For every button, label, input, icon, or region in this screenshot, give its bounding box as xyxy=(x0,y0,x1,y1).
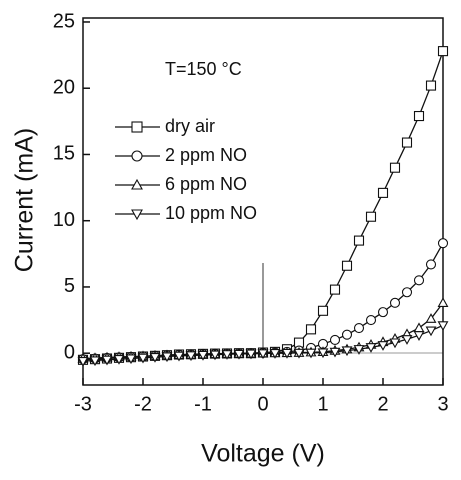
data-point xyxy=(413,322,425,333)
data-point xyxy=(437,238,449,249)
annotation: T=150 °C xyxy=(165,59,242,79)
data-point xyxy=(425,259,437,270)
x-tick-label: -1 xyxy=(194,393,212,415)
data-point xyxy=(425,326,437,337)
y-axis-title: Current (mA) xyxy=(11,128,39,272)
data-point xyxy=(353,235,365,246)
data-point xyxy=(437,297,449,308)
data-point xyxy=(209,350,221,361)
legend-marker xyxy=(131,178,143,190)
data-point xyxy=(137,353,149,364)
data-point xyxy=(197,350,209,361)
x-tick-label: -3 xyxy=(74,393,92,415)
legend-label: dry air xyxy=(165,116,215,136)
data-point xyxy=(437,321,449,332)
data-point xyxy=(317,348,329,359)
legend-label: 2 ppm NO xyxy=(165,145,247,165)
data-point xyxy=(113,355,125,365)
data-point xyxy=(125,354,137,365)
x-tick-label: -2 xyxy=(134,393,152,415)
y-tick-label: 0 xyxy=(64,341,75,363)
data-point xyxy=(401,335,413,345)
data-point xyxy=(245,349,257,360)
data-point xyxy=(221,350,233,360)
data-point xyxy=(329,284,341,295)
data-point xyxy=(365,211,377,222)
data-point xyxy=(365,315,377,326)
x-tick-label: 0 xyxy=(257,393,268,415)
data-point xyxy=(305,324,317,335)
legend-marker xyxy=(131,150,143,162)
data-point xyxy=(425,313,437,323)
y-tick-label: 10 xyxy=(53,209,75,231)
data-point xyxy=(161,352,173,363)
x-tick-label: 1 xyxy=(317,393,328,415)
data-point xyxy=(341,346,353,357)
x-tick-label: 3 xyxy=(437,393,448,415)
y-tick-label: 20 xyxy=(53,77,75,99)
data-point xyxy=(437,46,449,57)
data-point xyxy=(389,162,401,173)
data-point xyxy=(173,351,185,362)
y-tick-label: 25 xyxy=(53,10,75,32)
data-point xyxy=(389,297,401,308)
data-point xyxy=(425,80,437,91)
legend-label: 10 ppm NO xyxy=(165,203,257,223)
y-tick-label: 5 xyxy=(64,275,75,297)
data-point xyxy=(77,357,89,367)
data-point xyxy=(329,334,341,346)
data-point xyxy=(293,348,305,359)
data-point xyxy=(413,110,425,122)
data-point xyxy=(89,356,101,367)
data-point xyxy=(341,329,353,340)
y-tick-label: 15 xyxy=(53,143,75,165)
legend-label: 6 ppm NO xyxy=(165,174,247,194)
data-point xyxy=(269,349,281,359)
data-point xyxy=(257,349,269,360)
data-point xyxy=(329,347,341,358)
data-point xyxy=(149,353,161,363)
data-point xyxy=(185,351,197,362)
data-point xyxy=(401,137,413,148)
data-point xyxy=(341,260,353,271)
data-point xyxy=(413,275,425,286)
legend-marker xyxy=(131,121,143,133)
data-point xyxy=(101,355,113,366)
x-tick-label: 2 xyxy=(377,393,388,415)
data-point xyxy=(413,331,425,341)
data-point xyxy=(377,307,389,318)
data-point xyxy=(401,287,413,298)
x-axis-title: Voltage (V) xyxy=(201,440,325,468)
legend-marker xyxy=(131,209,143,221)
data-point xyxy=(377,341,389,351)
data-point xyxy=(233,349,245,360)
data-point xyxy=(365,343,377,353)
data-point xyxy=(377,187,389,198)
data-point xyxy=(317,305,329,316)
data-point xyxy=(305,348,317,359)
data-point xyxy=(281,348,293,359)
data-point xyxy=(353,345,365,355)
data-point xyxy=(389,338,401,349)
data-point xyxy=(353,322,365,334)
